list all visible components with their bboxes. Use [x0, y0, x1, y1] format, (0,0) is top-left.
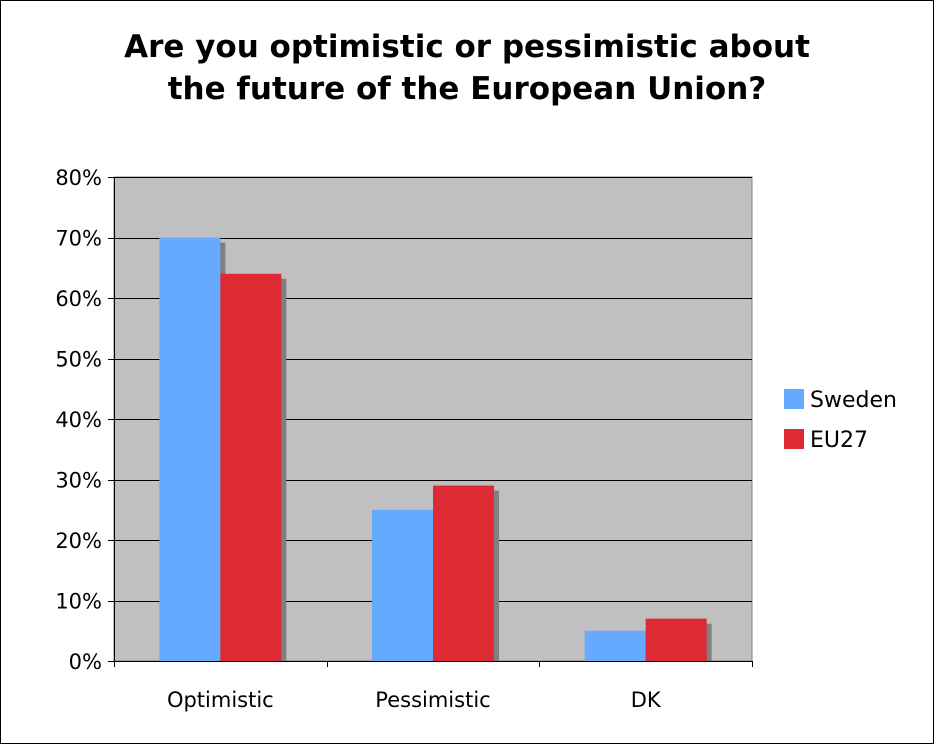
bar-sweden-optimistic: [159, 237, 221, 661]
y-axis-tick-labels: 0% 10% 20% 30% 40% 50% 60% 70% 80%: [55, 166, 102, 674]
y-tick-label: 60%: [55, 287, 102, 311]
chart-title-line-2: the future of the European Union?: [167, 71, 767, 107]
chart-title: Are you optimistic or pessimistic about …: [0, 26, 934, 110]
y-tick-label: 80%: [55, 166, 102, 190]
y-tick-label: 10%: [55, 590, 102, 614]
bar-eu27-pessimistic: [433, 485, 494, 661]
bars: [159, 237, 712, 661]
x-tick-label-dk: DK: [631, 688, 662, 712]
legend-swatch-eu27: [784, 429, 804, 449]
legend-label-eu27: EU27: [810, 428, 868, 453]
bar-eu27-dk: [645, 618, 707, 661]
y-tick-label: 0%: [69, 650, 102, 674]
x-tick-label-pessimistic: Pessimistic: [375, 688, 490, 712]
y-tick-label: 40%: [55, 408, 102, 432]
y-tick-label: 20%: [55, 529, 102, 553]
y-tick-label: 70%: [55, 227, 102, 251]
legend-label-sweden: Sweden: [810, 388, 897, 413]
legend-swatch-sweden: [784, 389, 804, 409]
bar-sweden-dk: [584, 630, 646, 661]
x-tick-label-optimistic: Optimistic: [167, 688, 274, 712]
legend: Sweden EU27: [784, 388, 897, 453]
bar-eu27-optimistic: [220, 273, 282, 661]
y-tick-label: 30%: [55, 469, 102, 493]
bar-sweden-pessimistic: [372, 509, 433, 661]
y-tick-label: 50%: [55, 348, 102, 372]
chart-title-line-1: Are you optimistic or pessimistic about: [124, 29, 810, 65]
axes: [108, 177, 753, 667]
x-axis-tick-labels: Optimistic Pessimistic DK: [167, 688, 662, 712]
